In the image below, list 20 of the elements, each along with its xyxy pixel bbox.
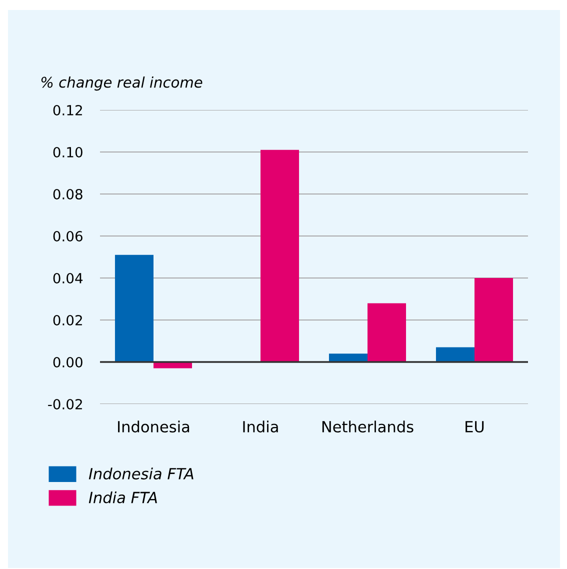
bar [474,278,514,362]
bar [260,150,300,362]
bar [114,254,154,362]
legend-label: India FTA [88,491,157,504]
y-tick-label: 0.00 [53,356,82,368]
y-axis-title: % change real income [41,76,202,91]
x-tick-label: Indonesia [118,420,190,432]
x-tick-label: Netherlands [322,420,414,432]
bar [436,347,474,362]
bar [368,303,406,362]
y-tick-label: 0.06 [53,230,82,242]
y-tick-label: 0.10 [53,146,82,158]
y-tick-label: 0.08 [53,188,82,200]
x-tick-label: India [243,420,278,432]
y-tick-label: -0.02 [48,398,82,410]
y-tick-label: 0.12 [53,104,82,116]
x-tick-label: EU [466,421,484,432]
y-tick-label: 0.02 [53,314,82,326]
legend-label: Indonesia FTA [88,468,194,480]
y-tick-label: 0.04 [53,272,83,284]
